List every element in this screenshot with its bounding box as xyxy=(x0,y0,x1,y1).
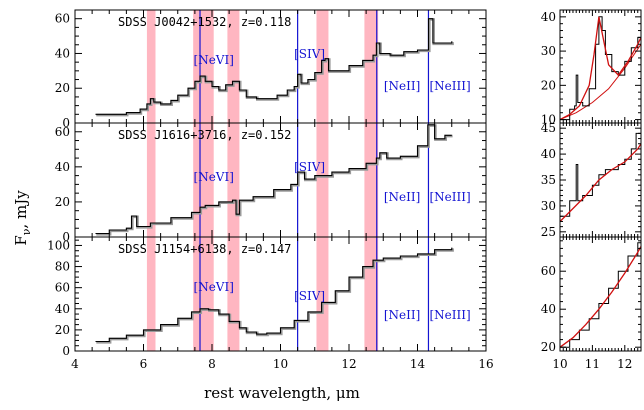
pah-band-0-0 xyxy=(146,10,156,123)
line-label-0-1: [SIV] xyxy=(294,47,325,61)
x-tick-label: 10 xyxy=(273,357,288,371)
pah-band-2-1 xyxy=(193,237,214,351)
inset-y-tick-label-0: 10 xyxy=(541,113,556,127)
inset-baseline-0 xyxy=(559,43,642,121)
y-tick-label-0: 40 xyxy=(55,46,70,60)
inset-y-tick-label-2: 40 xyxy=(541,302,556,316)
panel-label-1: SDSS J1616+3716, z=0.152 xyxy=(118,128,291,142)
y-tick-label-2: 60 xyxy=(55,281,70,295)
inset-x-tick-label: 10 xyxy=(552,357,567,371)
inset-y-tick-label-1: 30 xyxy=(541,199,556,213)
inset-spectrum-0 xyxy=(560,16,642,121)
x-tick-label: 4 xyxy=(71,357,79,371)
line-label-1-1: [SIV] xyxy=(294,160,325,174)
line-label-2-0: [NeVI] xyxy=(194,280,234,294)
inset-y-tick-label-1: 45 xyxy=(541,121,556,135)
inset-fit-1 xyxy=(559,143,642,222)
line-label-0-0: [NeVI] xyxy=(194,53,234,67)
inset-y-tick-label-1: 25 xyxy=(541,225,556,239)
panel-label-0: SDSS J0042+1532, z=0.118 xyxy=(118,15,291,29)
spectrum-line-0 xyxy=(95,18,453,115)
inset-y-tick-label-0: 20 xyxy=(541,78,556,92)
line-label-1-2: [NeII] xyxy=(384,190,420,204)
spectrum-error-1 xyxy=(96,124,453,236)
inset-y-tick-label-0: 40 xyxy=(541,10,556,24)
line-label-1-0: [NeVI] xyxy=(194,170,234,184)
inset-y-tick-label-2: 60 xyxy=(541,264,556,278)
inset-fit-2 xyxy=(559,246,642,348)
y-tick-label-1: 40 xyxy=(55,160,70,174)
pah-band-2-2 xyxy=(227,237,240,351)
x-tick-label: 6 xyxy=(140,357,148,371)
panel-label-2: SDSS J1154+6138, z=0.147 xyxy=(118,242,291,256)
inset-fit-0 xyxy=(559,16,642,121)
line-label-0-2: [NeII] xyxy=(384,79,420,93)
y-tick-label-1: 60 xyxy=(55,125,70,139)
x-tick-label: 12 xyxy=(341,357,356,371)
pah-band-1-2 xyxy=(227,123,240,237)
y-tick-label-2: 20 xyxy=(55,323,70,337)
y-tick-label-1: 0 xyxy=(62,230,70,244)
spectrum-line-1 xyxy=(95,124,452,235)
inset-x-tick-label: 11 xyxy=(585,357,600,371)
y-axis-title-main: F xyxy=(12,235,30,245)
inset-y-tick-label-1: 40 xyxy=(541,147,556,161)
line-label-2-3: [NeIII] xyxy=(429,308,470,322)
pah-band-1-3 xyxy=(316,123,329,237)
pah-band-1-4 xyxy=(364,123,379,237)
inset-y-tick-label-2: 20 xyxy=(541,340,556,354)
pah-band-2-4 xyxy=(364,237,379,351)
pah-band-2-3 xyxy=(316,237,329,351)
pah-band-0-1 xyxy=(193,10,214,123)
y-tick-label-2: 40 xyxy=(55,302,70,316)
line-label-2-2: [NeII] xyxy=(384,308,420,322)
inset-spectrum-2 xyxy=(560,240,642,348)
inset-y-tick-label-1: 35 xyxy=(541,173,556,187)
inset-frame-1 xyxy=(559,122,642,238)
y-axis-title-sub: ν xyxy=(20,228,33,235)
inset-y-tick-label-0: 30 xyxy=(541,44,556,58)
y-axis-title: Fν, mJy xyxy=(12,190,33,246)
y-tick-label-2: 0 xyxy=(62,344,70,358)
y-tick-label-0: 20 xyxy=(55,81,70,95)
y-tick-label-0: 0 xyxy=(62,116,70,130)
spectrum-line-2 xyxy=(95,247,453,343)
y-tick-label-2: 100 xyxy=(47,238,70,252)
pah-band-1-1 xyxy=(193,123,214,237)
line-label-0-3: [NeIII] xyxy=(429,79,470,93)
y-tick-label-1: 20 xyxy=(55,195,70,209)
spectrum-error-2 xyxy=(96,248,454,344)
line-label-2-1: [SIV] xyxy=(294,289,325,303)
pah-band-2-0 xyxy=(146,237,156,351)
inset-frame-2 xyxy=(559,236,642,352)
pah-band-0-2 xyxy=(227,10,240,123)
y-tick-label-0: 60 xyxy=(55,12,70,26)
spectrum-error-0 xyxy=(96,18,454,117)
x-tick-label: 16 xyxy=(478,357,493,371)
pah-band-0-4 xyxy=(364,10,379,123)
x-tick-label: 14 xyxy=(410,357,426,371)
pah-band-1-0 xyxy=(146,123,156,237)
inset-spectrum-1 xyxy=(560,128,642,217)
inset-x-tick-label: 12 xyxy=(617,357,632,371)
x-axis-title: rest wavelength, μm xyxy=(204,384,360,402)
x-tick-label: 8 xyxy=(208,357,216,371)
y-axis-title-unit: , mJy xyxy=(12,190,30,229)
y-tick-label-2: 80 xyxy=(55,260,70,274)
line-label-1-3: [NeIII] xyxy=(429,190,470,204)
